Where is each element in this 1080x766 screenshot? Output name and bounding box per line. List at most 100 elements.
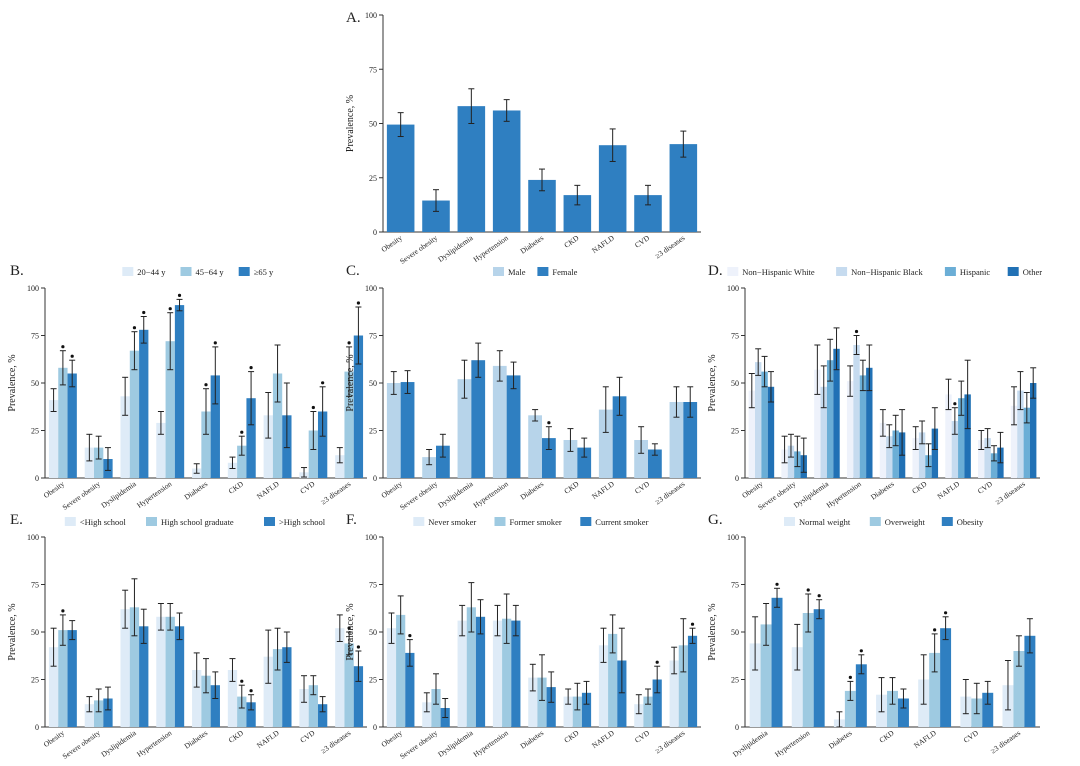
y-tick-label: 0 <box>35 474 39 483</box>
legend-swatch <box>495 517 506 526</box>
significance-dot <box>807 588 810 591</box>
x-tick-label: CKD <box>562 728 581 745</box>
legend: Normal weight Overweight Obesity <box>784 517 984 527</box>
significance-dot <box>142 311 145 314</box>
significance-dot <box>547 421 550 424</box>
legend-swatch <box>870 517 881 526</box>
x-tick-label: Diabetes <box>518 728 545 750</box>
bar <box>156 617 165 727</box>
y-tick-label: 100 <box>365 284 377 293</box>
legend-swatch <box>181 267 192 276</box>
significance-dot <box>240 431 243 434</box>
x-tick-label: CKD <box>562 233 581 250</box>
x-tick-label: Dyslipidemia <box>436 479 475 510</box>
multi-panel-bar-figure: A. 0 25 50 75 100 Prevalence, % Obesity Severe o… <box>0 0 1080 761</box>
bar <box>458 106 486 232</box>
bar <box>755 362 761 478</box>
x-tick-label: ≥3 diseases <box>989 728 1022 755</box>
significance-dot <box>178 294 181 297</box>
y-tick-label: 0 <box>35 723 39 732</box>
x-tick-label: Dyslipidemia <box>99 479 138 510</box>
legend-label: Non−Hispanic Black <box>851 267 923 277</box>
x-tick-label: Diabetes <box>827 728 854 750</box>
x-tick-label: NAFLD <box>590 728 616 750</box>
significance-dot <box>656 661 659 664</box>
x-tick-label: Dyslipidemia <box>99 728 138 759</box>
x-tick-label: Severe obesity <box>398 233 439 266</box>
x-tick-label: Hypertension <box>825 479 863 510</box>
panel-label: F. <box>346 512 357 528</box>
x-tick-label: ≥3 diseases <box>653 728 686 755</box>
legend-swatch <box>413 517 424 526</box>
bar <box>175 626 184 727</box>
y-tick-label: 100 <box>365 11 377 20</box>
legend-label: Obesity <box>957 517 984 527</box>
panel-label: A. <box>346 10 361 26</box>
y-axis-title: Prevalence, % <box>7 354 18 411</box>
x-tick-label: Severe obesity <box>398 728 439 761</box>
legend-label: ≥65 y <box>254 267 274 277</box>
y-tick-label: 25 <box>369 174 377 183</box>
y-tick-label: 25 <box>31 427 39 436</box>
legend: 20−44 y 45−64 y ≥65 y <box>122 267 274 277</box>
x-tick-label: CVD <box>633 233 652 250</box>
x-tick-label: Hypertension <box>773 728 811 759</box>
bar <box>493 110 521 232</box>
y-axis-title: Prevalence, % <box>345 95 356 152</box>
legend-swatch <box>146 517 157 526</box>
panel-d: D.0255075100Prevalence, %ObesitySevere o… <box>707 263 1042 512</box>
x-tick-label: Obesity <box>380 479 404 500</box>
bar <box>814 609 825 727</box>
x-tick-label: CVD <box>976 479 995 496</box>
y-tick-label: 0 <box>373 723 377 732</box>
legend-label: Former smoker <box>510 517 562 527</box>
x-tick-label: Dyslipidemia <box>436 728 475 759</box>
x-tick-label: ≥3 diseases <box>653 479 686 506</box>
panel-b: B.0255075100Prevalence, %ObesitySevere o… <box>7 263 367 512</box>
x-tick-label: Hypertension <box>135 479 173 510</box>
y-axis-title: Prevalence, % <box>345 354 356 411</box>
legend-swatch <box>493 267 504 276</box>
x-tick-label: CKD <box>910 479 929 496</box>
significance-dot <box>691 623 694 626</box>
significance-dot <box>357 301 360 304</box>
y-tick-label: 0 <box>373 474 377 483</box>
significance-dot <box>169 307 172 310</box>
y-tick-label: 50 <box>369 120 377 129</box>
panel-label: D. <box>708 263 723 279</box>
legend: Male Female <box>493 267 578 277</box>
y-tick-label: 0 <box>735 474 739 483</box>
significance-dot <box>408 634 411 637</box>
legend: Never smoker Former smoker Current smoker <box>413 517 648 527</box>
x-tick-label: Diabetes <box>869 479 896 501</box>
x-tick-label: Obesity <box>740 479 764 500</box>
bar <box>940 628 951 727</box>
x-tick-label: Hypertension <box>472 479 510 510</box>
significance-dot <box>933 628 936 631</box>
y-axis-title: Prevalence, % <box>707 603 718 660</box>
x-tick-label: Dyslipidemia <box>436 233 475 264</box>
significance-dot <box>818 594 821 597</box>
x-tick-label: CKD <box>878 728 897 745</box>
x-tick-label: CKD <box>227 479 246 496</box>
y-tick-label: 0 <box>735 723 739 732</box>
y-tick-label: 75 <box>369 65 377 74</box>
bar <box>507 375 521 478</box>
significance-dot <box>249 366 252 369</box>
significance-dot <box>348 341 351 344</box>
x-tick-label: CVD <box>298 479 317 496</box>
legend-label: >High school <box>279 517 326 527</box>
y-tick-label: 0 <box>373 228 377 237</box>
x-tick-label: CKD <box>562 479 581 496</box>
x-tick-label: Hypertension <box>135 728 173 759</box>
legend-swatch <box>945 267 956 276</box>
panel-g: G.0255075100Prevalence, %Dyslipidemia Hyp… <box>707 512 1040 759</box>
significance-dot <box>240 680 243 683</box>
panel-e: E.0255075100Prevalence, %ObesitySevere o… <box>7 512 367 761</box>
y-tick-label: 50 <box>369 379 377 388</box>
legend: Non−Hispanic White Non−Hispanic Black Hisp… <box>727 267 1042 277</box>
panel-f: F.0255075100Prevalence, %ObesitySevere o… <box>345 512 701 761</box>
legend-label: Other <box>1023 267 1043 277</box>
